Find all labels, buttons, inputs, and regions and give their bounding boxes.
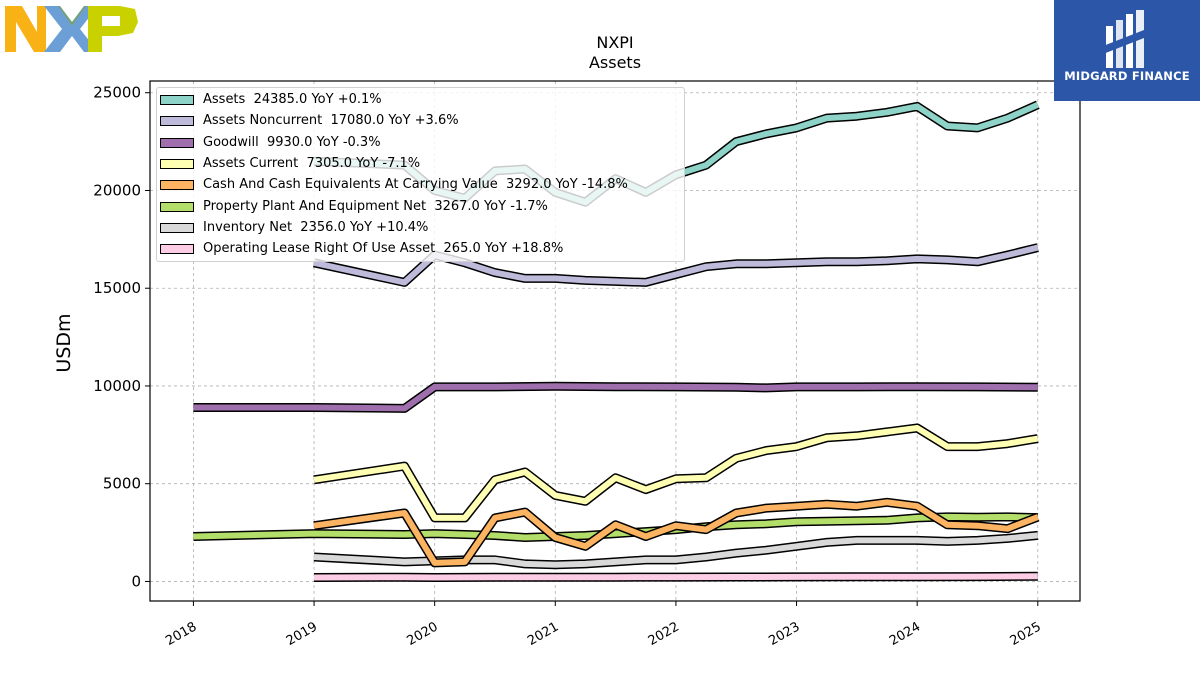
legend-item: Cash And Cash Equivalents At Carrying Va… (157, 176, 685, 196)
chart-legend: Assets 24385.0 YoY +0.1% Assets Noncurren… (156, 87, 685, 262)
series-line-cash-and-cash-equivalents-at-carrying-value (313, 499, 1039, 566)
legend-label: Inventory Net 2356.0 YoY +10.4% (203, 219, 429, 235)
legend-swatch (160, 158, 194, 169)
legend-label: Assets Current 7305.0 YoY -7.1% (203, 155, 421, 171)
y-tick-label: 25000 (93, 84, 141, 102)
legend-label: Cash And Cash Equivalents At Carrying Va… (203, 177, 628, 193)
legend-item: Assets 24385.0 YoY +0.1% (157, 91, 685, 111)
chart-subtitle: Assets (589, 53, 641, 72)
series-group (193, 100, 1040, 582)
midgard-finance-logo: MIDGARD FINANCE (1054, 0, 1200, 101)
y-tick-label: 5000 (103, 475, 141, 493)
legend-swatch (160, 222, 194, 233)
legend-swatch (160, 95, 194, 105)
x-tick-label: 2018 (163, 619, 199, 649)
legend-item: Assets Current 7305.0 YoY -7.1% (157, 155, 685, 175)
y-tick-label: 20000 (93, 181, 141, 199)
legend-item: Goodwill 9930.0 YoY -0.3% (157, 134, 685, 154)
nxp-logo (5, 6, 138, 52)
x-tick-label: 2019 (284, 619, 320, 649)
legend-item: Inventory Net 2356.0 YoY +10.4% (157, 219, 685, 239)
midgard-mark-icon (1103, 10, 1149, 68)
x-tick-label: 2022 (646, 619, 682, 649)
x-tick-label: 2024 (887, 619, 923, 649)
legend-label: Assets 24385.0 YoY +0.1% (203, 92, 382, 107)
x-tick-label: 2023 (766, 619, 802, 649)
midgard-finance-wordmark: MIDGARD FINANCE (1064, 69, 1190, 83)
legend-label: Assets Noncurrent 17080.0 YoY +3.6% (203, 113, 459, 129)
series-line-goodwill (193, 383, 1038, 412)
series-line-inventory-net (313, 532, 1039, 568)
x-tick-label: 2025 (1008, 619, 1044, 649)
y-tick-label: 15000 (93, 279, 141, 297)
legend-label: Operating Lease Right Of Use Asset 265.0… (203, 241, 564, 257)
legend-swatch (160, 137, 194, 148)
x-tick-label: 2021 (525, 619, 561, 649)
series-line-operating-lease-right-of-use-asset (313, 573, 1038, 581)
legend-swatch (160, 116, 194, 127)
legend-label: Property Plant And Equipment Net 3267.0 … (203, 198, 548, 214)
x-tick-label: 2020 (405, 619, 441, 649)
y-tick-label: 10000 (93, 377, 141, 395)
legend-label: Goodwill 9930.0 YoY -0.3% (203, 134, 381, 150)
chart-title: NXPI (596, 33, 633, 52)
legend-swatch (160, 201, 194, 212)
y-axis-label: USDm (53, 313, 75, 372)
legend-swatch (160, 244, 194, 255)
legend-item: Assets Noncurrent 17080.0 YoY +3.6% (157, 112, 685, 132)
legend-swatch (160, 180, 194, 191)
legend-item: Operating Lease Right Of Use Asset 265.0… (157, 240, 685, 260)
plot-frame (149, 80, 1081, 602)
y-tick-label: 0 (131, 572, 141, 590)
legend-item: Property Plant And Equipment Net 3267.0 … (157, 198, 685, 218)
series-line-assets-current (313, 425, 1039, 521)
series-line-assets-noncurrent (313, 244, 1039, 286)
